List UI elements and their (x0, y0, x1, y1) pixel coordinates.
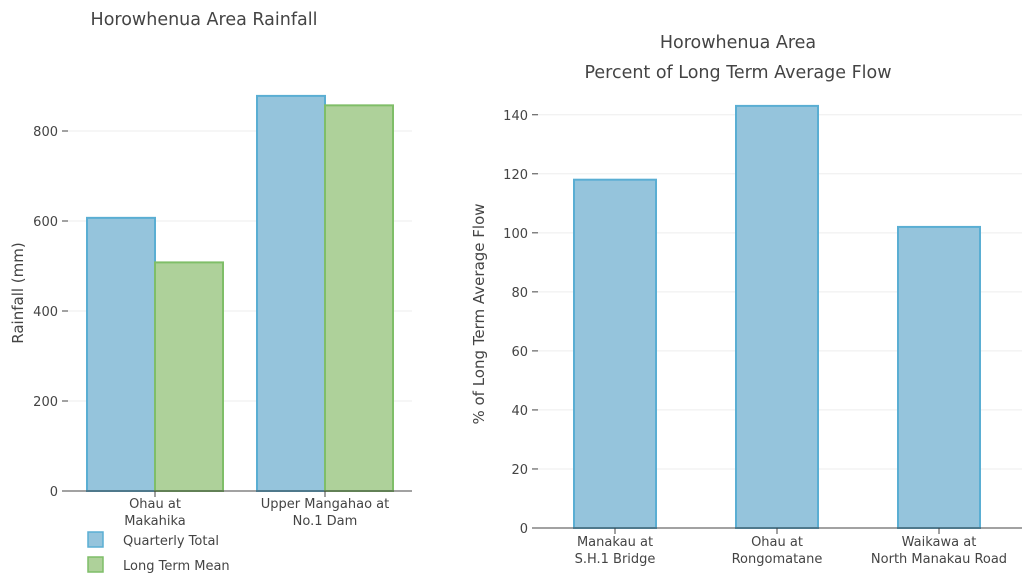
x-tick-label: Manakau at (577, 535, 653, 550)
legend-swatch[interactable] (87, 531, 104, 548)
y-axis-title: % of Long Term Average Flow (470, 203, 488, 424)
bar-flow-1[interactable] (573, 178, 657, 529)
x-tick-label: S.H.1 Bridge (575, 552, 656, 567)
x-tick-label: North Manakau Road (871, 552, 1007, 567)
y-tick-label: 40 (511, 404, 528, 419)
bar-long-term-mean-2[interactable] (324, 104, 394, 492)
y-tick-label: 120 (503, 168, 528, 183)
x-tick-label: Ohau at (129, 497, 181, 512)
y-tick-label: 600 (33, 215, 58, 230)
x-tick-label: Upper Mangahao at (261, 497, 390, 512)
bar-flow-3[interactable] (897, 225, 981, 529)
chart-title: Horowhenua Area (660, 33, 816, 53)
x-tick-label: Makahika (124, 514, 186, 529)
y-tick-label: 0 (50, 485, 58, 500)
x-tick-label: Waikawa at (902, 535, 977, 550)
bar-flow-2[interactable] (735, 104, 819, 530)
y-tick-label: 20 (511, 463, 528, 478)
chart-title: Horowhenua Area Rainfall (91, 10, 318, 30)
y-tick-label: 60 (511, 345, 528, 360)
bar-long-term-mean-1[interactable] (154, 261, 224, 492)
y-tick-label: 400 (33, 305, 58, 320)
legend-label: Long Term Mean (123, 559, 230, 574)
y-tick-label: 200 (33, 395, 58, 410)
y-tick-label: 100 (503, 227, 528, 242)
x-tick-label: Ohau at (751, 535, 803, 550)
y-tick-label: 800 (33, 125, 58, 140)
y-axis-title: Rainfall (mm) (9, 242, 27, 343)
x-tick-label: Rongomatane (732, 552, 823, 567)
chart-2: 0 20 40 60 80 100 120 140 Manakau at S.H.1 Bridge… (470, 33, 1022, 567)
x-tick-label: No.1 Dam (293, 514, 358, 529)
y-tick-label: 140 (503, 109, 528, 124)
chart-1: 0 200 400 600 800 Ohau at Makahika Upper Mangah… (9, 10, 412, 574)
y-tick-label: 80 (511, 286, 528, 301)
legend-label: Quarterly Total (123, 534, 219, 549)
bar-quarterly-total-2[interactable] (256, 94, 326, 493)
bar-quarterly-total-1[interactable] (86, 216, 156, 492)
y-tick-label: 0 (520, 522, 528, 537)
chart-title: Percent of Long Term Average Flow (584, 63, 891, 83)
legend-swatch[interactable] (87, 556, 104, 573)
